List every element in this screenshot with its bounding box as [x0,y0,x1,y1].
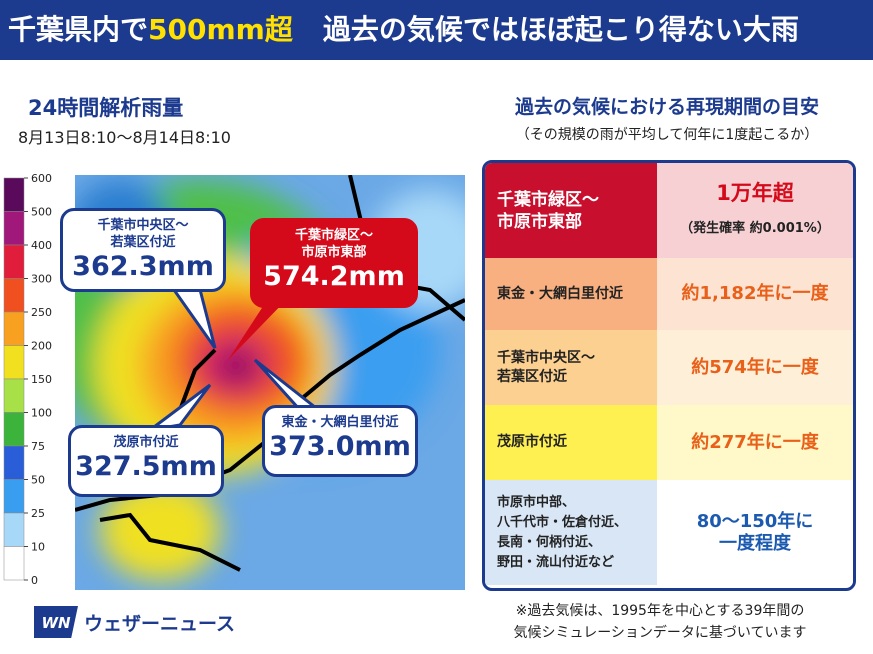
row-place: 千葉市中央区〜 若葉区付近 [485,330,657,405]
footer-note: ※過去気候は、1995年を中心とする39年間の 気候シミュレーションデータに基づ… [513,603,807,641]
colorbar-label: 300 [31,273,52,286]
colorbar-segment [3,445,25,480]
map-period: 8月13日8:10〜8月14日8:10 [18,128,231,147]
callout: 千葉市緑区〜 市原市東部 574.2mm [250,218,418,308]
callout-amount: 373.0mm [269,431,411,462]
logo: WN ウェザーニュース [34,606,235,638]
svg-text:WN: WN [41,614,71,632]
row-place: 茂原市付近 [485,405,657,480]
callout-place: 千葉市中央区〜 若葉区付近 [97,218,189,250]
table-row: 千葉市緑区〜 市原市東部 1万年超 （発生確率 約0.001%） [485,163,853,258]
logo-mark: WN [34,606,78,638]
colorbar-segment [3,412,25,447]
map-title: 24時間解析雨量 [28,96,184,120]
colorbar-segment [3,311,25,346]
callout-amount: 327.5mm [75,451,217,482]
colorbar-label: 150 [31,373,52,386]
colorbar-label: 400 [31,239,52,252]
colorbar-label: 250 [31,306,52,319]
table-subtitle: （その規模の雨が平均して何年に1度起こるか） [515,127,819,143]
callout-amount: 574.2mm [263,261,405,292]
colorbar-segment [3,278,25,313]
colorbar-label: 50 [31,474,45,487]
callout: 千葉市中央区〜 若葉区付近 362.3mm [60,208,226,292]
table-row: 茂原市付近 約277年に一度 [485,405,853,480]
row-period: 1万年超 （発生確率 約0.001%） [657,163,853,258]
row-place: 東金・大網白里付近 [485,258,657,330]
colorbar-label: 100 [31,407,52,420]
table-row: 千葉市中央区〜 若葉区付近 約574年に一度 [485,330,853,405]
colorbar-segment [3,378,25,413]
row-place: 千葉市緑区〜 市原市東部 [485,163,657,258]
colorbar-label: 25 [31,507,45,520]
colorbar-segment [3,479,25,514]
row-place: 市原市中部、 八千代市・佐倉付近、 長南・何柄付近、 野田・流山付近など [485,480,657,585]
colorbar-label: 600 [31,172,52,185]
colorbar-segment [3,177,25,212]
colorbar-label: 0 [31,574,38,587]
period-note: （発生確率 約0.001%） [680,220,830,236]
callout-place: 茂原市付近 [113,435,179,450]
colorbar-segment [3,211,25,246]
callout: 東金・大網白里付近 373.0mm [262,405,418,477]
colorbar-segment [3,512,25,547]
period-text: 1万年超 [716,180,794,205]
row-period: 約1,182年に一度 [657,258,853,330]
title-suffix: 過去の気候ではほぼ起こり得ない大雨 [322,13,799,46]
callout-place: 千葉市緑区〜 市原市東部 [294,228,373,260]
colorbar-segment [3,546,25,581]
row-period: 80〜150年に 一度程度 [657,480,853,585]
colorbar-label: 10 [31,541,45,554]
row-period: 約277年に一度 [657,405,853,480]
callout-amount: 362.3mm [72,251,214,282]
title-highlight: 500mm超 [148,13,293,46]
callout: 茂原市付近 327.5mm [68,425,224,497]
table-title: 過去の気候における再現期間の目安 [514,96,819,118]
colorbar-label: 500 [31,206,52,219]
title-prefix: 千葉県内で [8,13,149,46]
colorbar-label: 200 [31,340,52,353]
row-period: 約574年に一度 [657,330,853,405]
header: 千葉県内で500mm超 過去の気候ではほぼ起こり得ない大雨 [0,0,873,60]
logo-text: ウェザーニュース [84,612,236,635]
table: 千葉市緑区〜 市原市東部 1万年超 （発生確率 約0.001%） 東金・大網白里付近… [482,160,856,591]
table-row: 東金・大網白里付近 約1,182年に一度 [485,258,853,330]
colorbar-segment [3,244,25,279]
colorbar-label: 75 [31,440,45,453]
table-row: 市原市中部、 八千代市・佐倉付近、 長南・何柄付近、 野田・流山付近など 80〜1… [485,480,853,585]
callout-place: 東金・大網白里付近 [281,415,399,430]
colorbar-segment [3,345,25,380]
